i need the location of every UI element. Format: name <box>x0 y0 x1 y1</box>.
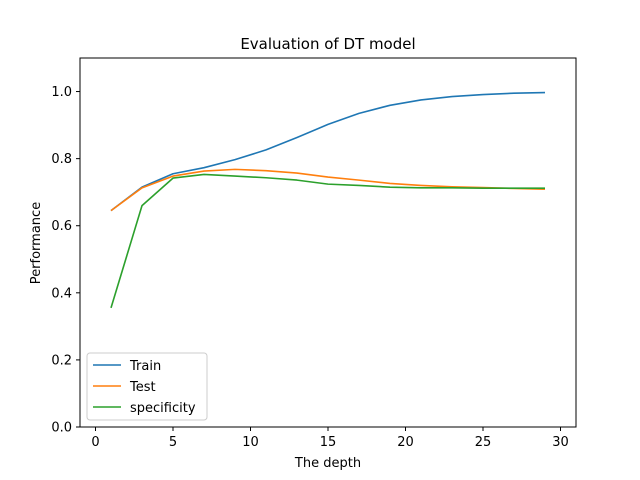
y-tick-label: 0.2 <box>51 353 72 368</box>
x-tick-label: 15 <box>320 435 337 450</box>
x-tick-label: 30 <box>552 435 569 450</box>
x-tick-label: 25 <box>475 435 492 450</box>
series-line-1 <box>110 168 546 212</box>
legend-box <box>86 352 208 421</box>
chart-title: Evaluation of DT model <box>240 35 415 53</box>
y-tick-label: 1.0 <box>51 85 72 100</box>
y-tick-label: 0.4 <box>51 286 72 301</box>
x-tick-label: 20 <box>397 435 414 450</box>
series-line-0 <box>110 91 546 212</box>
series-line-2 <box>110 173 545 309</box>
y-axis: 0.0 0.2 0.4 0.6 0.8 1.0 <box>51 85 80 436</box>
x-tick-label: 10 <box>242 435 259 450</box>
legend-label-1: Test <box>129 380 156 395</box>
plot-lines <box>110 91 546 309</box>
legend: Train Test specificity <box>86 352 208 421</box>
y-tick-label: 0.8 <box>51 152 72 167</box>
x-axis-label: The depth <box>294 456 361 471</box>
y-axis-label: Performance <box>29 202 44 284</box>
x-axis: 0 5 10 15 20 25 30 <box>91 427 569 450</box>
legend-label-2: specificity <box>130 401 196 416</box>
legend-label-0: Train <box>129 359 161 374</box>
x-tick-label: 0 <box>91 435 99 450</box>
y-tick-label: 0.6 <box>51 219 72 234</box>
x-tick-label: 5 <box>169 435 177 450</box>
y-tick-label: 0.0 <box>51 421 72 436</box>
